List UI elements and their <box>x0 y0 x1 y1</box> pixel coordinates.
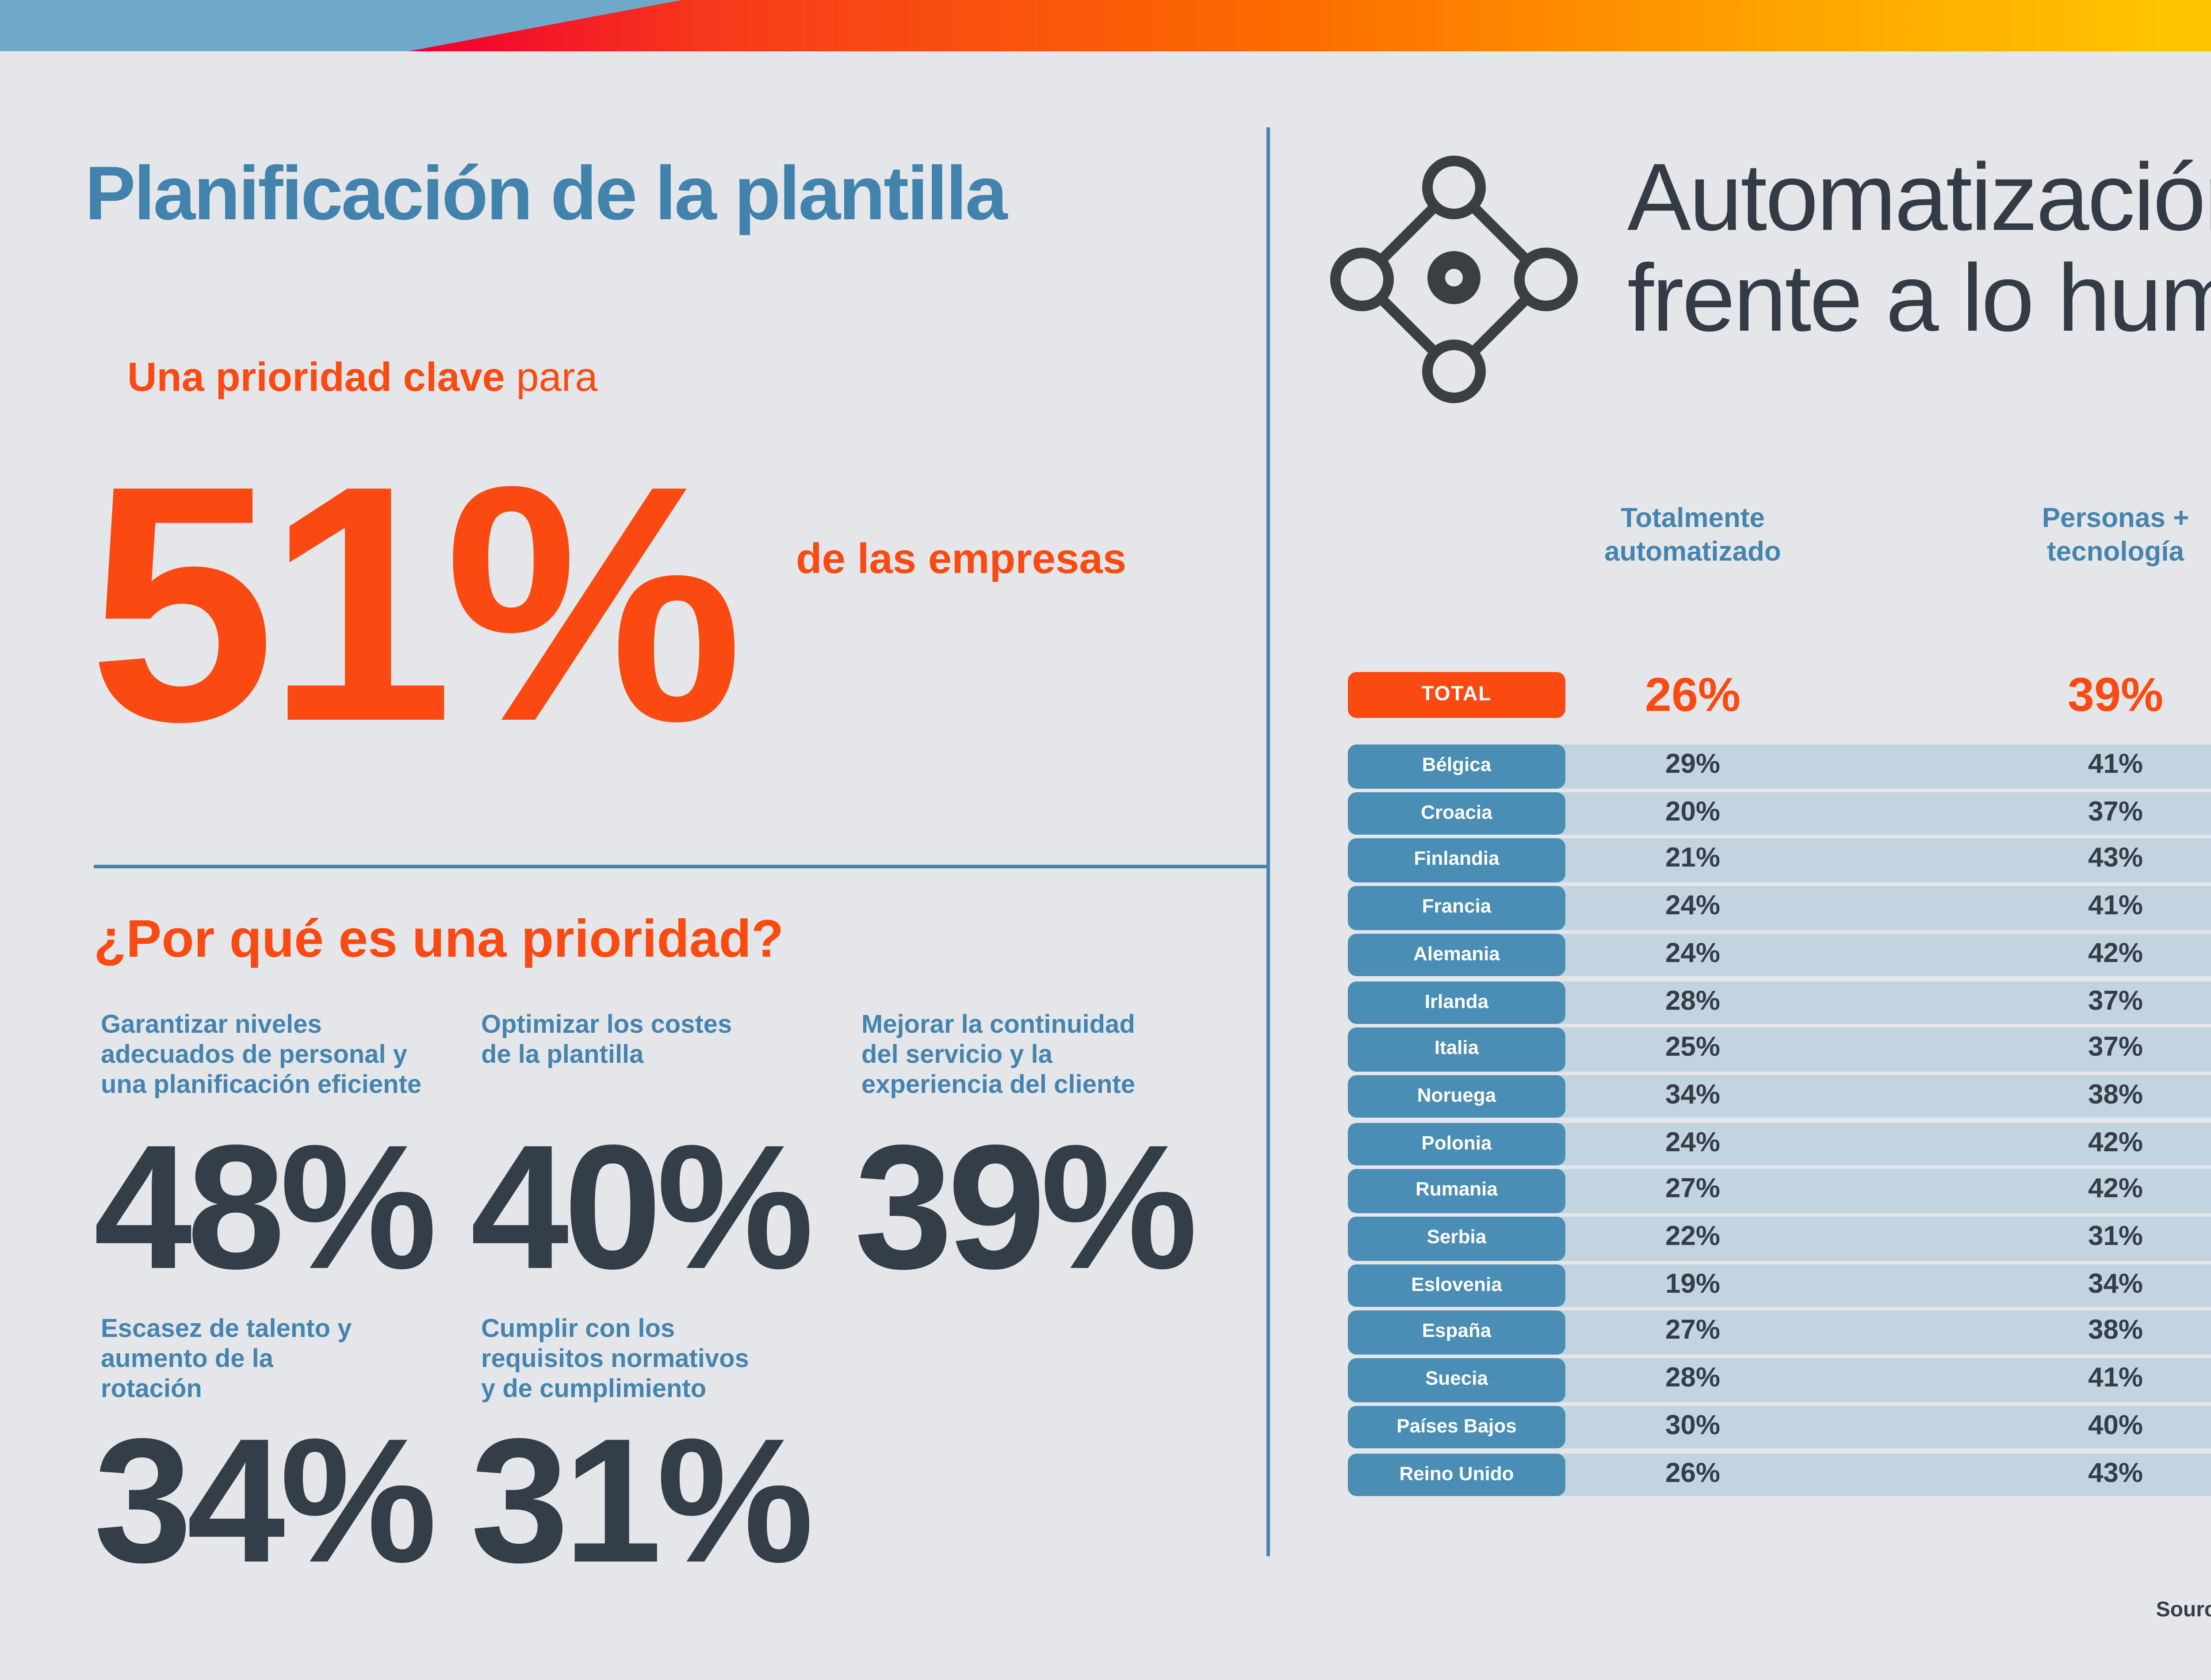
cell-value: 24% <box>1665 1127 1721 1158</box>
horizontal-divider <box>94 865 1268 868</box>
column-header-automated: Totalmente automatizado <box>1604 504 1781 567</box>
table-row: 27%38%35%España <box>1348 1311 2211 1355</box>
country-pill: Noruega <box>1348 1075 1565 1119</box>
page-title: Planificación de la plantilla <box>85 152 1007 237</box>
country-pill: Países Bajos <box>1348 1405 1565 1449</box>
table-row: 24%42%33%Alemania <box>1348 933 2211 977</box>
cell-value: 26% <box>1665 1458 1721 1488</box>
table-row: 19%34%48%Eslovenia <box>1348 1264 2211 1308</box>
big-stat-suffix: de las empresas <box>796 536 1127 584</box>
cell-value: 42% <box>2088 939 2143 969</box>
cell-value: 42% <box>2088 1175 2143 1205</box>
cell-value: 25% <box>1665 1033 1721 1063</box>
reason-label: Escasez de talento y aumento de la rotac… <box>101 1316 352 1405</box>
cell-value: 21% <box>1665 844 1721 874</box>
section-title: ¿Por qué es una prioridad? <box>94 911 784 969</box>
big-stat-51: 51% <box>88 417 743 792</box>
cell-value: 40% <box>2088 1411 2143 1441</box>
cell-value: 19% <box>1665 1269 1721 1299</box>
country-pill: Serbia <box>1348 1217 1565 1260</box>
country-pill: Italia <box>1348 1027 1565 1072</box>
cell-value: 42% <box>2088 1127 2143 1158</box>
cell-value: 27% <box>1665 1175 1721 1205</box>
reason-label: Cumplir con los requisitos normativos y … <box>481 1316 749 1405</box>
reason-value: 40% <box>471 1109 814 1307</box>
cell-value: 38% <box>2088 1080 2143 1111</box>
cell-value: 37% <box>2088 1033 2143 1063</box>
cell-value: 31% <box>2088 1222 2143 1252</box>
cell-value: 41% <box>2088 1363 2143 1394</box>
table-row: 27%42%31%Rumania <box>1348 1169 2211 1213</box>
cell-value: 24% <box>1665 891 1721 922</box>
cell-value: 34% <box>1665 1080 1721 1111</box>
lead-light: para <box>505 354 598 400</box>
table-row: 24%41%35%Francia <box>1348 886 2211 930</box>
reason-value: 39% <box>854 1109 1198 1307</box>
cell-value: 43% <box>2088 844 2143 874</box>
cell-value: 22% <box>1665 1222 1721 1252</box>
country-pill: Rumania <box>1348 1169 1565 1213</box>
cell-value: 37% <box>2088 986 2143 1016</box>
cell-value: 38% <box>2088 1316 2143 1347</box>
table-row: 25%37%38%Italia <box>1348 1027 2211 1072</box>
country-pill: Reino Unido <box>1348 1453 1565 1497</box>
table-row: 20%37%42%Croacia <box>1348 791 2211 836</box>
table-row: 28%37%35%Irlanda <box>1348 981 2211 1024</box>
cell-value: 43% <box>2088 1458 2143 1488</box>
lead-bold: Una prioridad clave <box>127 354 505 400</box>
cell-value: 29% <box>1665 750 1721 780</box>
table-row: 22%31%46%Serbia <box>1348 1217 2211 1260</box>
reason-value: 48% <box>94 1109 437 1307</box>
banner-blue-shape <box>0 0 682 51</box>
total-value: 26% <box>1645 668 1741 722</box>
total-value: 39% <box>2067 668 2164 722</box>
country-pill: Alemania <box>1348 933 1565 977</box>
right-title: Automatización frente a lo humano <box>1627 145 2211 352</box>
country-pill: Eslovenia <box>1348 1264 1565 1308</box>
country-pill: Finlandia <box>1348 839 1565 882</box>
cell-value: 41% <box>2088 750 2143 780</box>
column-header-people-tech: Personas + tecnología <box>2042 504 2189 567</box>
reason-value: 34% <box>94 1402 437 1600</box>
country-pill: España <box>1348 1311 1565 1355</box>
lead-line: Una prioridad clave para <box>127 354 598 401</box>
vertical-divider <box>1266 127 1270 1556</box>
table-row: 34%38%29%Noruega <box>1348 1075 2211 1119</box>
cell-value: 27% <box>1665 1316 1721 1347</box>
cell-value: 30% <box>1665 1411 1721 1441</box>
reason-value: 31% <box>471 1402 814 1600</box>
reason-label: Optimizar los costes de la plantilla <box>481 1012 732 1070</box>
reason-label: Mejorar la continuidad del servicio y la… <box>861 1012 1135 1101</box>
cell-value: 24% <box>1665 939 1721 969</box>
cell-value: 37% <box>2088 797 2143 827</box>
country-pill: Francia <box>1348 886 1565 930</box>
country-pill: Croacia <box>1348 791 1565 836</box>
table-row: 21%43%36%Finlandia <box>1348 839 2211 882</box>
cell-value: 34% <box>2088 1269 2143 1299</box>
cell-value: 20% <box>1665 797 1721 827</box>
table-row: 30%40%30%Países Bajos <box>1348 1405 2211 1449</box>
top-banner-gradient <box>0 0 2211 51</box>
reason-label: Garantizar niveles adecuados de personal… <box>101 1012 422 1101</box>
country-pill: Bélgica <box>1348 745 1565 788</box>
cell-value: 28% <box>1665 1363 1721 1394</box>
country-pill: Irlanda <box>1348 981 1565 1024</box>
source-credit: Source: HR & Payroll Pulse 2026 survey <box>2156 1597 2211 1622</box>
cell-value: 28% <box>1665 986 1721 1016</box>
network-diamond-icon <box>1330 156 1578 403</box>
country-pill: Suecia <box>1348 1358 1565 1402</box>
table-row: 26%43%31%Reino Unido <box>1348 1453 2211 1497</box>
table-row: 28%41%30%Suecia <box>1348 1358 2211 1402</box>
country-pill: Polonia <box>1348 1122 1565 1166</box>
table-row: 24%42%34%Polonia <box>1348 1122 2211 1166</box>
cell-value: 41% <box>2088 891 2143 922</box>
total-row-pill: TOTAL <box>1348 672 1565 718</box>
table-row: 29%41%30%Bélgica <box>1348 745 2211 788</box>
